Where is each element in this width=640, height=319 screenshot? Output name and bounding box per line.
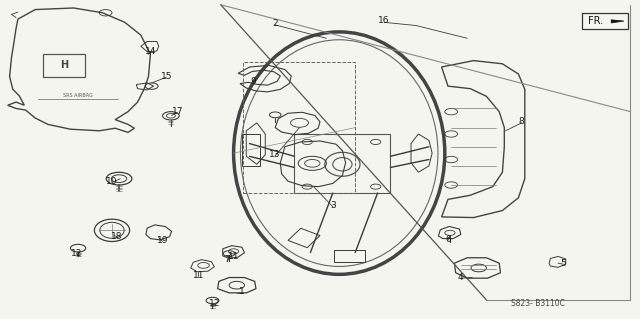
Text: 12: 12	[209, 299, 220, 308]
Text: 1: 1	[239, 287, 244, 296]
Text: 7: 7	[225, 256, 230, 264]
Text: 13: 13	[269, 150, 281, 159]
Text: SRS AIRBAG: SRS AIRBAG	[63, 93, 93, 98]
Text: FR.: FR.	[588, 16, 603, 26]
Text: 14: 14	[145, 47, 156, 56]
Text: 18: 18	[111, 232, 123, 241]
Text: 15: 15	[161, 72, 172, 81]
Text: 3: 3	[330, 201, 335, 210]
Polygon shape	[611, 20, 624, 23]
Text: 5: 5	[561, 259, 566, 268]
Text: 17: 17	[172, 107, 184, 116]
Text: 2: 2	[273, 19, 278, 28]
Text: 6: 6	[445, 235, 451, 244]
Text: 10: 10	[106, 177, 118, 186]
Text: 19: 19	[157, 236, 169, 245]
Text: 4: 4	[458, 273, 463, 282]
Text: 12: 12	[71, 249, 83, 258]
Bar	[243, 62, 355, 193]
Text: H: H	[60, 60, 68, 70]
Text: 11: 11	[193, 271, 204, 280]
Text: 8: 8	[519, 117, 524, 126]
Bar	[582, 13, 628, 29]
Text: 16: 16	[378, 16, 390, 25]
Text: 9: 9	[250, 77, 255, 86]
Text: 11: 11	[228, 252, 239, 261]
Text: S823- B3110C: S823- B3110C	[511, 299, 564, 308]
